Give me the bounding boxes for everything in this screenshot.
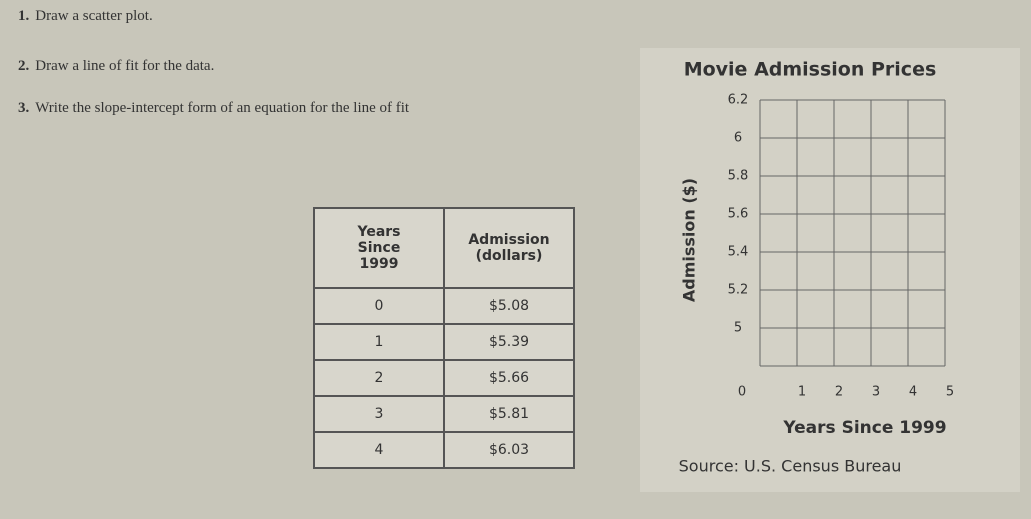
- table-cell: 4: [313, 431, 445, 469]
- x-tick-label: 1: [798, 385, 806, 400]
- instruction-text: Draw a line of fit for the data.: [35, 58, 215, 74]
- y-tick-label: 5.8: [728, 169, 749, 184]
- table-row: 4 $6.03: [313, 431, 575, 469]
- table-row: 3 $5.81: [313, 395, 575, 433]
- data-table: Years Since 1999 Admission (dollars) 0 $5…: [313, 207, 575, 469]
- table-cell: 2: [313, 359, 445, 397]
- table-cell: 1: [313, 323, 445, 361]
- table-row: 1 $5.39: [313, 323, 575, 361]
- instruction-text: Draw a scatter plot.: [35, 8, 153, 24]
- origin-label: 0: [738, 385, 746, 400]
- instruction: 1. Draw a scatter plot.: [18, 8, 153, 25]
- instruction: 2. Draw a line of fit for the data.: [18, 58, 214, 75]
- table-cell: $5.08: [443, 287, 575, 325]
- x-tick-label: 3: [872, 385, 880, 400]
- table-row: 0 $5.08: [313, 287, 575, 325]
- instruction-number: 2.: [18, 58, 30, 74]
- instruction: 3. Write the slope-intercept form of an e…: [18, 100, 538, 117]
- y-tick-label: 5.4: [728, 245, 749, 260]
- table-row: 2 $5.66: [313, 359, 575, 397]
- source: Source: U.S. Census Bureau: [679, 457, 902, 476]
- graph-title: Movie Admission Prices: [684, 59, 937, 81]
- table-cell: $5.81: [443, 395, 575, 433]
- table-cell: 0: [313, 287, 445, 325]
- graph-panel: [640, 48, 1020, 492]
- table-header: Years Since 1999: [313, 207, 445, 289]
- x-axis-label: Years Since 1999: [782, 418, 946, 438]
- table-cell: 3: [313, 395, 445, 433]
- y-tick-label: 6: [734, 131, 742, 146]
- instruction-number: 1.: [18, 8, 30, 24]
- y-axis-label: Admission ($): [680, 178, 699, 302]
- table-header: Admission (dollars): [443, 207, 575, 289]
- y-tick-label: 5.2: [728, 283, 749, 298]
- instruction-number: 3.: [18, 100, 30, 116]
- y-tick-label: 5.6: [728, 207, 749, 222]
- table-cell: $5.39: [443, 323, 575, 361]
- table-cell: $5.66: [443, 359, 575, 397]
- x-tick-label: 2: [835, 385, 843, 400]
- y-tick-label: 5: [734, 321, 742, 336]
- table-cell: $6.03: [443, 431, 575, 469]
- x-tick-label: 5: [946, 385, 954, 400]
- x-tick-label: 4: [909, 385, 917, 400]
- y-tick-label: 6.2: [728, 93, 749, 108]
- instruction-text: Write the slope-intercept form of an equ…: [35, 100, 410, 116]
